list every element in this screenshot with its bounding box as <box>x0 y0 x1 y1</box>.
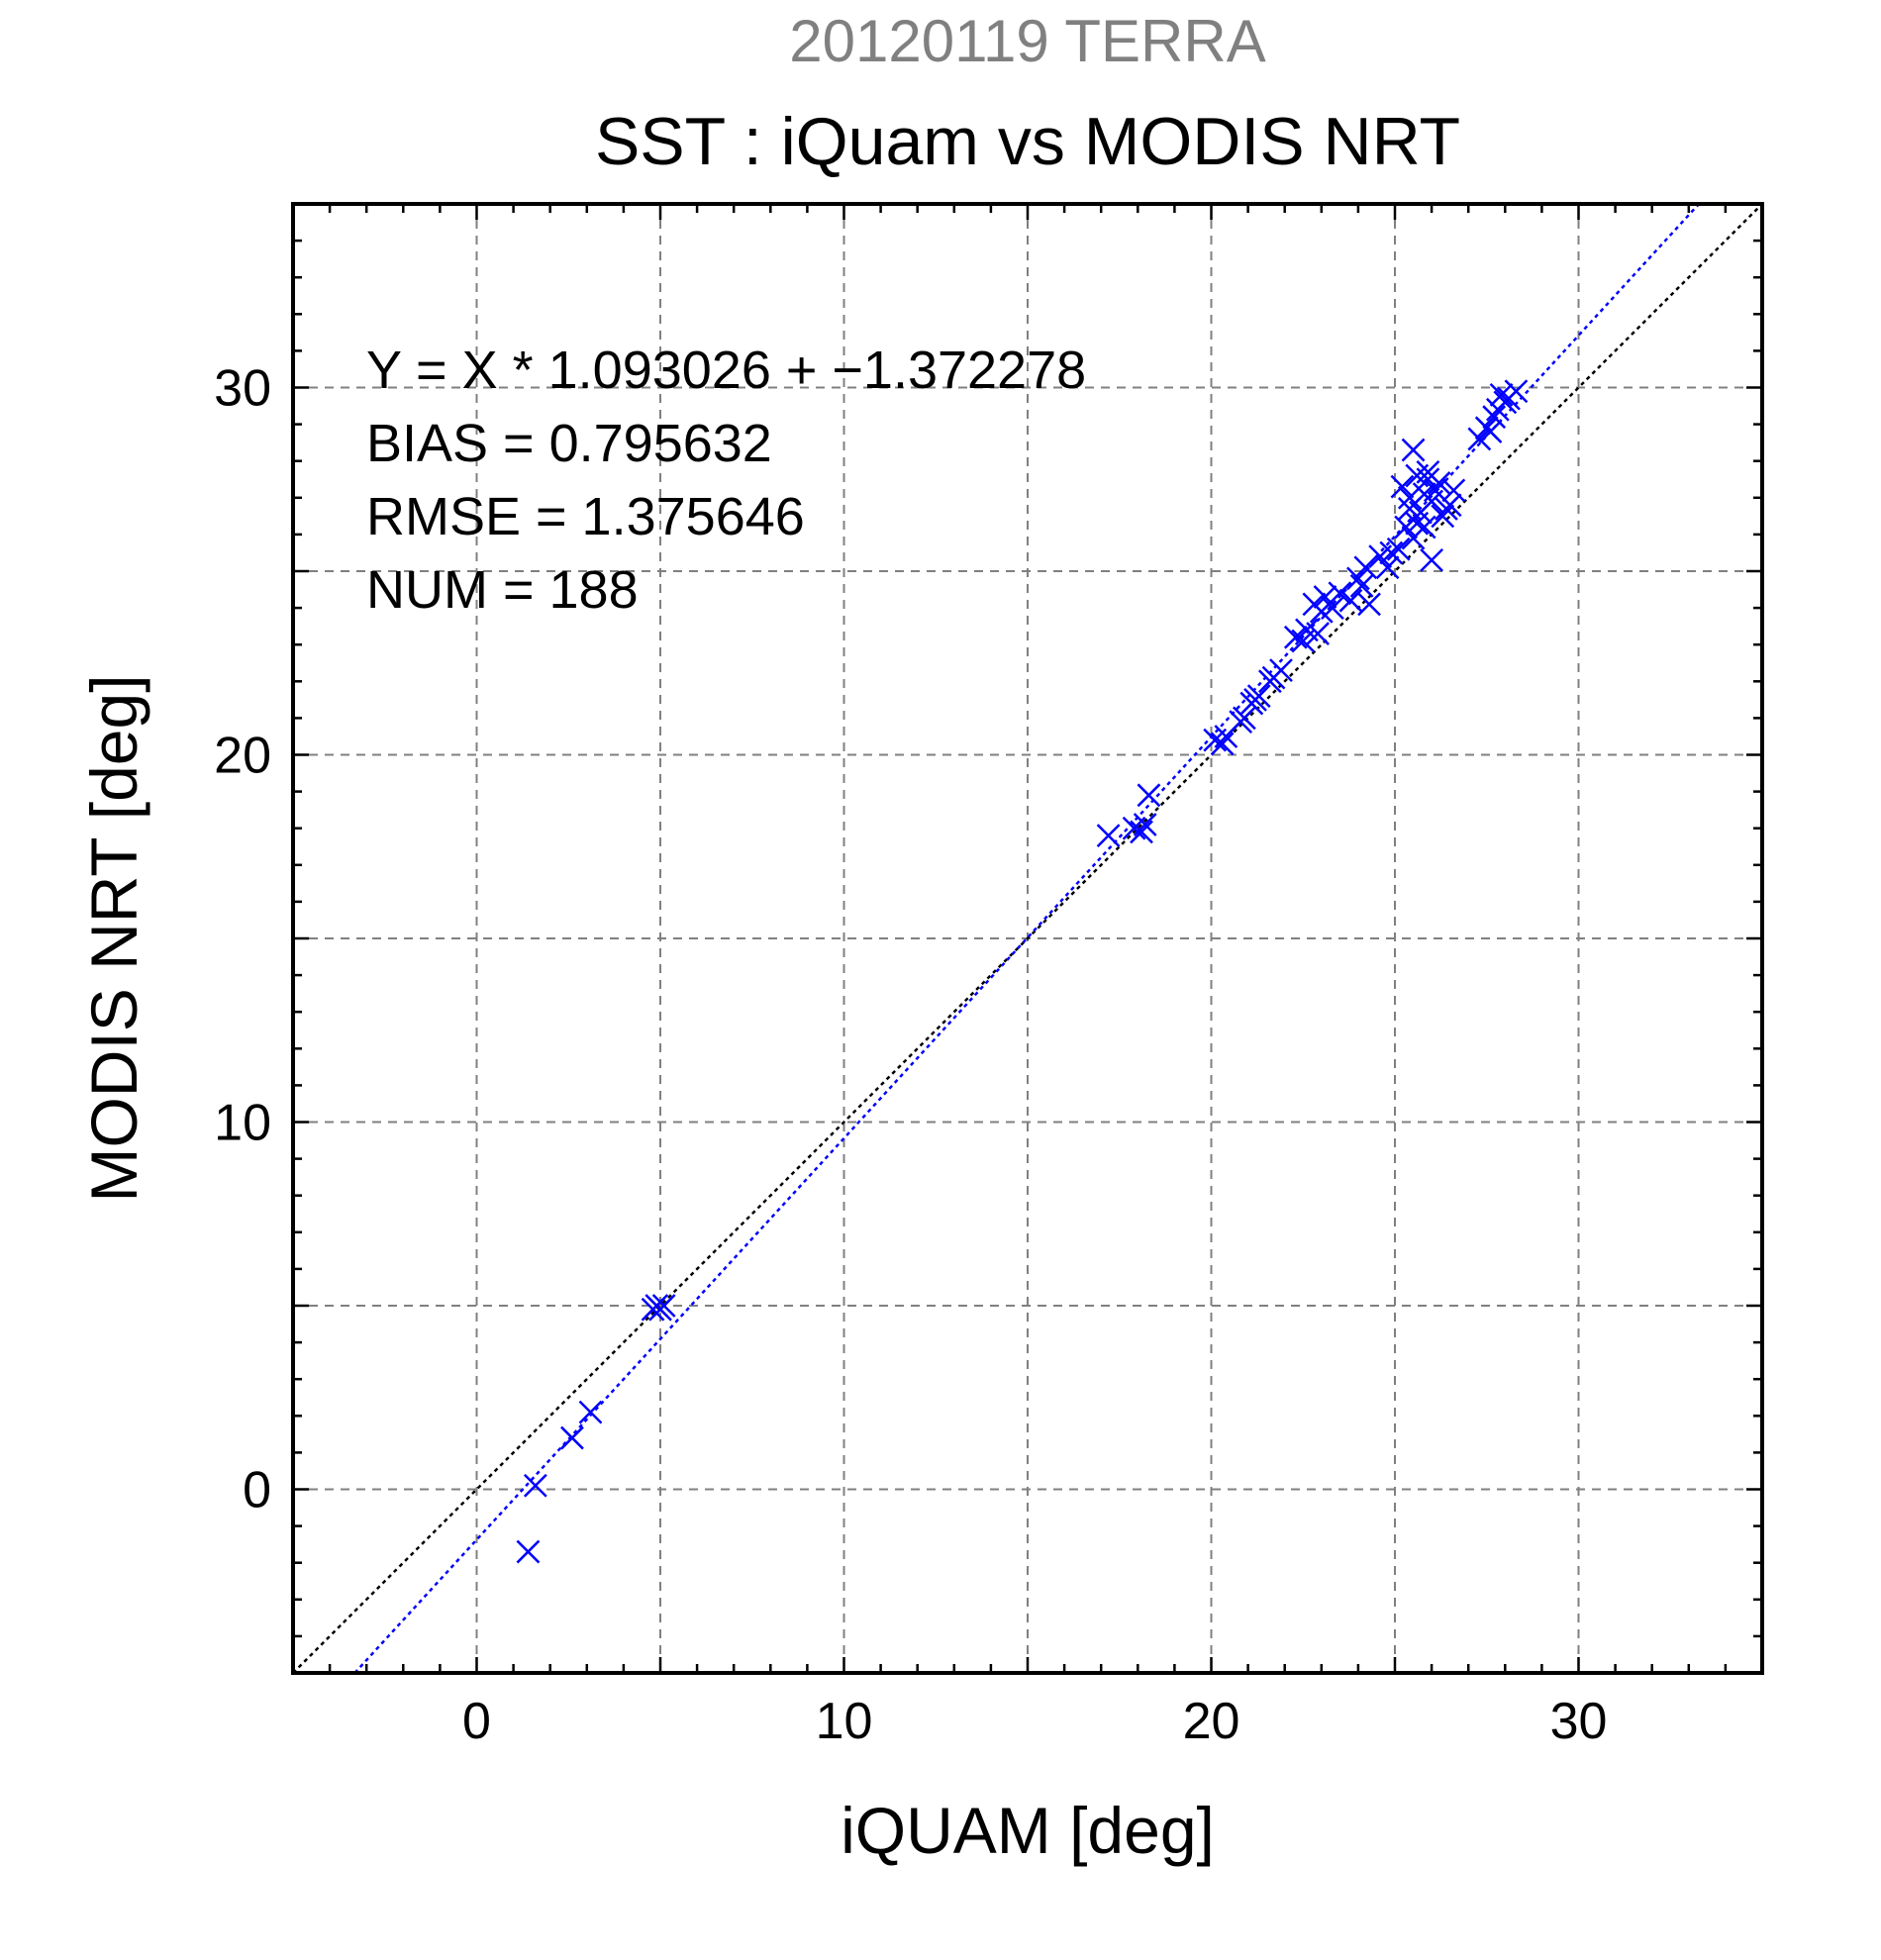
identity-line <box>292 203 1763 1674</box>
scatter-point <box>1401 438 1426 462</box>
x-tick-label: 20 <box>1183 1693 1240 1750</box>
fit-equation-text: Y = X * 1.093026 + −1.372278 <box>366 341 1086 400</box>
scatter-point <box>1306 622 1330 645</box>
statistics-box: Y = X * 1.093026 + −1.372278 BIAS = 0.79… <box>366 341 1086 620</box>
scatter-point <box>1328 581 1352 606</box>
y-tick-label: 20 <box>214 728 271 785</box>
scatter-point <box>1246 684 1271 709</box>
scatter-point <box>1405 511 1430 536</box>
scatter-point <box>1346 566 1370 591</box>
scatter-point <box>1338 588 1363 613</box>
grid-lines <box>293 204 1762 1673</box>
scatter-point <box>1269 658 1293 683</box>
scatter-point <box>1313 585 1337 609</box>
scatter-point <box>1416 459 1440 484</box>
scatter-point <box>1412 515 1436 539</box>
x-axis-label: iQUAM [deg] <box>841 1794 1215 1867</box>
scatter-point <box>1420 547 1443 572</box>
rmse-text: RMSE = 1.375646 <box>366 487 805 546</box>
scatter-point <box>1489 383 1514 407</box>
x-tick-label: 30 <box>1550 1693 1608 1750</box>
num-text: NUM = 188 <box>366 560 639 620</box>
scatter-point <box>1504 379 1529 404</box>
scatter-point <box>1386 537 1411 561</box>
x-tick-label: 10 <box>816 1693 873 1750</box>
figure-supertitle: 20120119 TERRA <box>789 8 1265 74</box>
scatter-point <box>1467 427 1492 451</box>
scatter-point <box>1390 474 1415 499</box>
scatter-point <box>1233 706 1256 731</box>
scatter-point <box>1379 540 1404 565</box>
data-points <box>516 379 1529 1564</box>
scatter-point <box>1210 732 1235 756</box>
scatter-point <box>1133 813 1157 836</box>
y-tick-label: 30 <box>214 360 271 418</box>
scatter-point <box>1283 625 1308 649</box>
scatter-point <box>523 1473 547 1498</box>
y-tick-label: 10 <box>214 1095 271 1152</box>
scatter-point <box>1321 596 1344 620</box>
y-axis-label: MODIS NRT [deg] <box>77 674 150 1202</box>
y-tick-labels: 0 10 20 30 <box>214 360 271 1519</box>
plot-frame <box>291 202 1764 1675</box>
scatter-point <box>1441 478 1466 503</box>
bias-text: BIAS = 0.795632 <box>366 414 772 473</box>
scatter-point <box>1137 783 1161 808</box>
scatter-point <box>1482 405 1507 430</box>
reference-lines <box>292 203 1763 1674</box>
scatter-point <box>516 1539 541 1564</box>
scatter-point <box>578 1400 603 1424</box>
scatter-point <box>1478 420 1503 443</box>
x-tick-labels: 0 10 20 30 <box>462 1693 1607 1750</box>
scatter-point <box>560 1425 584 1450</box>
scatter-point <box>1353 555 1378 580</box>
scatter-point <box>1397 485 1422 510</box>
chart-title: SST : iQuam vs MODIS NRT <box>595 104 1460 179</box>
scatter-point <box>1096 824 1121 848</box>
scatter-point <box>1130 820 1153 844</box>
y-tick-label: 0 <box>243 1462 271 1519</box>
scatter-point <box>1349 573 1374 598</box>
scatter-point <box>1375 555 1400 580</box>
scatter-point <box>651 1294 676 1318</box>
x-tick-label: 0 <box>462 1693 491 1750</box>
scatter-point <box>1357 592 1381 617</box>
scatter-point <box>1431 504 1455 529</box>
scatter-point <box>1435 497 1458 521</box>
